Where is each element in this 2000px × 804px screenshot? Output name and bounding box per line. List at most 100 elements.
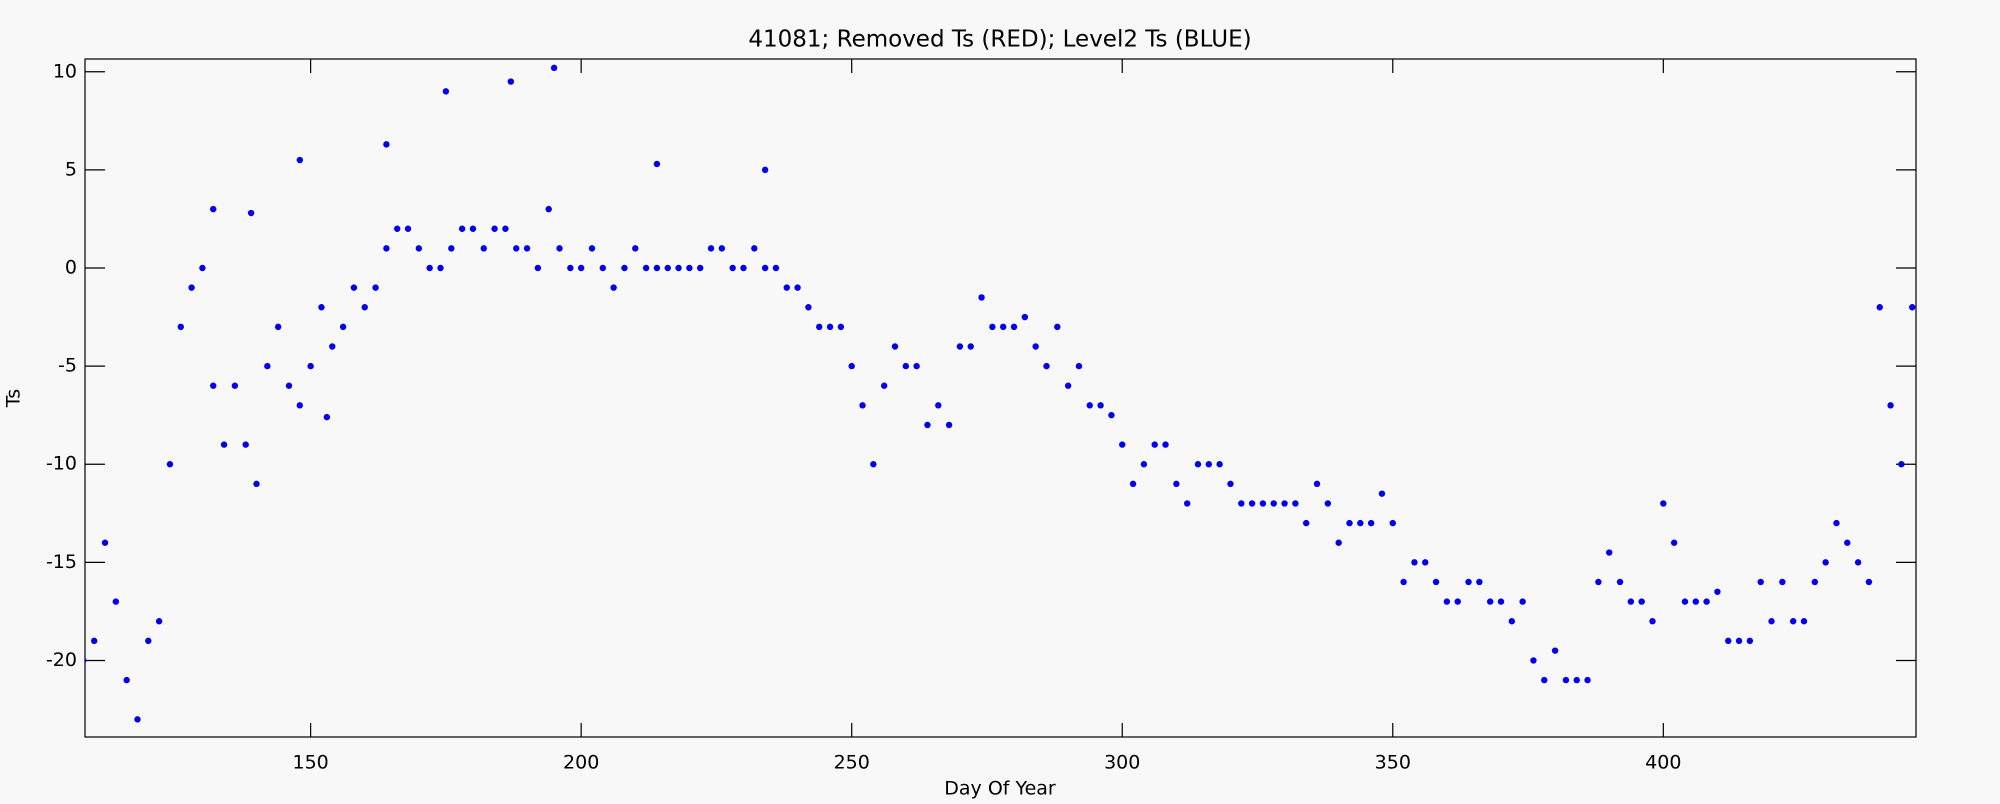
data-point [1140, 461, 1148, 468]
data-point [350, 284, 358, 291]
data-point [329, 343, 336, 350]
y-tick-label: -20 [46, 649, 77, 671]
data-point [1043, 362, 1050, 370]
y-tick-label: 0 [65, 256, 77, 278]
data-point [1454, 598, 1461, 605]
data-point [924, 421, 931, 429]
data-point [1789, 618, 1797, 625]
data-point [1054, 323, 1061, 331]
x-tick-label: 400 [1645, 752, 1681, 774]
data-point [1097, 402, 1104, 409]
data-point [1811, 578, 1819, 586]
data-point [989, 323, 996, 331]
data-point [1649, 618, 1656, 625]
data-point [1660, 500, 1667, 507]
y-tick-label: 5 [65, 158, 77, 180]
data-point [761, 166, 769, 174]
data-point [1183, 500, 1191, 507]
data-point [101, 539, 109, 546]
data-point [632, 245, 639, 252]
data-point [1909, 304, 1916, 311]
data-point [783, 284, 790, 291]
data-point [718, 245, 726, 252]
data-point [1227, 480, 1234, 488]
data-point [383, 245, 390, 252]
data-point [794, 284, 801, 291]
data-point [1519, 598, 1526, 605]
data-point [1000, 323, 1007, 331]
data-point [826, 323, 834, 331]
data-point [145, 637, 152, 645]
data-point [1313, 480, 1321, 488]
data-point [935, 402, 942, 409]
data-point [1292, 500, 1299, 507]
data-point [1844, 539, 1851, 546]
data-point [1400, 578, 1407, 586]
data-point [1606, 549, 1613, 556]
data-point [1119, 441, 1126, 448]
data-point [577, 264, 585, 272]
data-point [621, 264, 628, 272]
data-point [945, 421, 953, 429]
data-point [1346, 519, 1353, 527]
data-point [967, 343, 974, 350]
data-point [394, 225, 401, 232]
data-point [956, 343, 964, 350]
data-point [231, 382, 239, 389]
data-point [1541, 676, 1548, 684]
data-point [1075, 362, 1083, 370]
data-point [1357, 519, 1364, 527]
data-point [339, 323, 347, 331]
data-point [1465, 578, 1472, 586]
data-point [1324, 500, 1332, 507]
data-point [1476, 578, 1483, 586]
data-point [513, 245, 520, 252]
data-point [707, 245, 715, 252]
data-point [458, 225, 466, 232]
data-point [1562, 676, 1570, 684]
data-point [323, 413, 331, 421]
data-point [469, 225, 477, 232]
data-point [1151, 441, 1158, 448]
data-point [859, 402, 866, 409]
data-point [1248, 500, 1256, 507]
data-point [1508, 618, 1516, 625]
data-point [155, 618, 163, 625]
data-point [242, 441, 249, 448]
data-point [1692, 598, 1699, 605]
data-point [610, 284, 617, 291]
data-point [1854, 559, 1862, 566]
data-point [1725, 637, 1732, 645]
data-point [480, 245, 487, 252]
data-point [550, 64, 558, 72]
data-point [664, 264, 671, 272]
data-point [1584, 676, 1591, 684]
data-point [523, 245, 531, 252]
x-tick-label: 200 [563, 752, 599, 774]
data-point [1270, 500, 1277, 507]
data-point [545, 205, 552, 213]
data-point [1303, 519, 1310, 527]
data-point [210, 205, 217, 213]
data-point [437, 264, 444, 272]
data-point [848, 362, 855, 370]
y-tick-label: -10 [46, 453, 77, 475]
data-point [372, 284, 379, 291]
data-point [507, 78, 515, 85]
data-point [902, 362, 910, 370]
data-point [1876, 304, 1883, 311]
data-point [426, 264, 433, 272]
data-point [1238, 500, 1245, 507]
data-point [1259, 500, 1267, 507]
data-point [1173, 480, 1180, 488]
data-point [1714, 588, 1721, 595]
data-point [729, 264, 736, 272]
data-point [1627, 598, 1635, 605]
data-point [85, 657, 87, 664]
data-point [177, 323, 184, 331]
data-point [134, 716, 141, 723]
data-point [361, 304, 368, 311]
data-point [1378, 490, 1386, 497]
chart-title: 41081; Removed Ts (RED); Level2 Ts (BLUE… [748, 27, 1251, 53]
